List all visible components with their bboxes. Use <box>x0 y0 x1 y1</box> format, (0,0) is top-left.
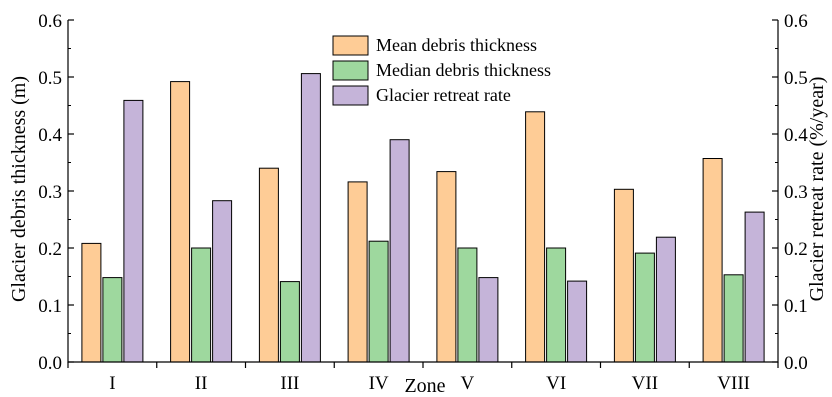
left-tick-label-1: 0.1 <box>38 296 62 317</box>
x-tick-label-2: III <box>280 373 299 394</box>
bar-2-3 <box>389 139 410 363</box>
bar-0-4 <box>436 171 457 363</box>
legend: Mean debris thickness Median debris thick… <box>332 35 551 106</box>
left-axis-ticks: 0.0 0.1 0.2 0.3 0.4 0.5 0.6 <box>38 11 74 374</box>
right-tick-label-4: 0.4 <box>784 125 808 146</box>
legend-swatch-0 <box>332 35 369 56</box>
bar-0-6 <box>613 188 634 363</box>
bar-1-4 <box>457 247 478 363</box>
bar-1-5 <box>546 247 567 363</box>
left-tick-label-3: 0.3 <box>38 182 62 203</box>
bar-2-7 <box>744 211 765 363</box>
right-tick-label-6: 0.6 <box>784 11 808 32</box>
bar-1-0 <box>102 277 123 363</box>
right-tick-label-1: 0.1 <box>784 296 808 317</box>
left-tick-label-6: 0.6 <box>38 11 62 32</box>
bar-1-1 <box>191 247 212 363</box>
left-tick-label-0: 0.0 <box>38 353 62 374</box>
right-tick-label-3: 0.3 <box>784 182 808 203</box>
x-tick-label-5: VI <box>546 373 566 394</box>
left-tick-label-4: 0.4 <box>38 125 62 146</box>
legend-label-2: Glacier retreat rate <box>376 85 511 105</box>
x-tick-label-0: I <box>109 373 115 394</box>
left-tick-label-2: 0.2 <box>38 239 62 260</box>
right-axis-title: Glacier retreat rate (%/year) <box>806 77 828 302</box>
bars-group <box>81 73 765 363</box>
x-tick-label-3: IV <box>369 373 389 394</box>
bar-2-5 <box>567 280 588 363</box>
bar-0-2 <box>258 167 279 363</box>
bar-2-1 <box>212 200 233 363</box>
bar-1-3 <box>368 240 389 363</box>
left-tick-label-5: 0.5 <box>38 68 62 89</box>
right-axis-ticks: 0.0 0.1 0.2 0.3 0.4 0.5 0.6 <box>772 11 808 374</box>
legend-label-1: Median debris thickness <box>376 60 551 80</box>
bar-0-1 <box>170 81 191 363</box>
bar-2-0 <box>123 99 144 363</box>
x-axis-ticks: I II III IV V VI VII VIII <box>67 362 779 394</box>
x-tick-label-1: II <box>195 373 208 394</box>
bar-1-2 <box>279 281 300 363</box>
bar-0-5 <box>525 111 546 363</box>
bar-1-7 <box>723 274 744 363</box>
legend-swatch-1 <box>332 60 369 81</box>
right-tick-label-0: 0.0 <box>784 353 808 374</box>
x-axis-title: Zone <box>404 375 445 397</box>
bar-2-4 <box>478 277 499 363</box>
bar-0-3 <box>347 181 368 363</box>
bar-0-0 <box>81 242 102 363</box>
bar-2-6 <box>655 236 676 363</box>
legend-label-0: Mean debris thickness <box>376 35 537 55</box>
bar-2-2 <box>300 73 321 363</box>
x-tick-label-7: VIII <box>717 373 750 394</box>
x-tick-label-4: V <box>461 373 475 394</box>
bar-0-7 <box>702 158 723 363</box>
left-axis-title: Glacier debris thickness (m) <box>8 76 30 302</box>
right-tick-label-2: 0.2 <box>784 239 808 260</box>
right-tick-label-5: 0.5 <box>784 68 808 89</box>
x-tick-label-6: VII <box>632 373 658 394</box>
legend-swatch-2 <box>332 85 369 106</box>
bar-1-6 <box>634 252 655 363</box>
